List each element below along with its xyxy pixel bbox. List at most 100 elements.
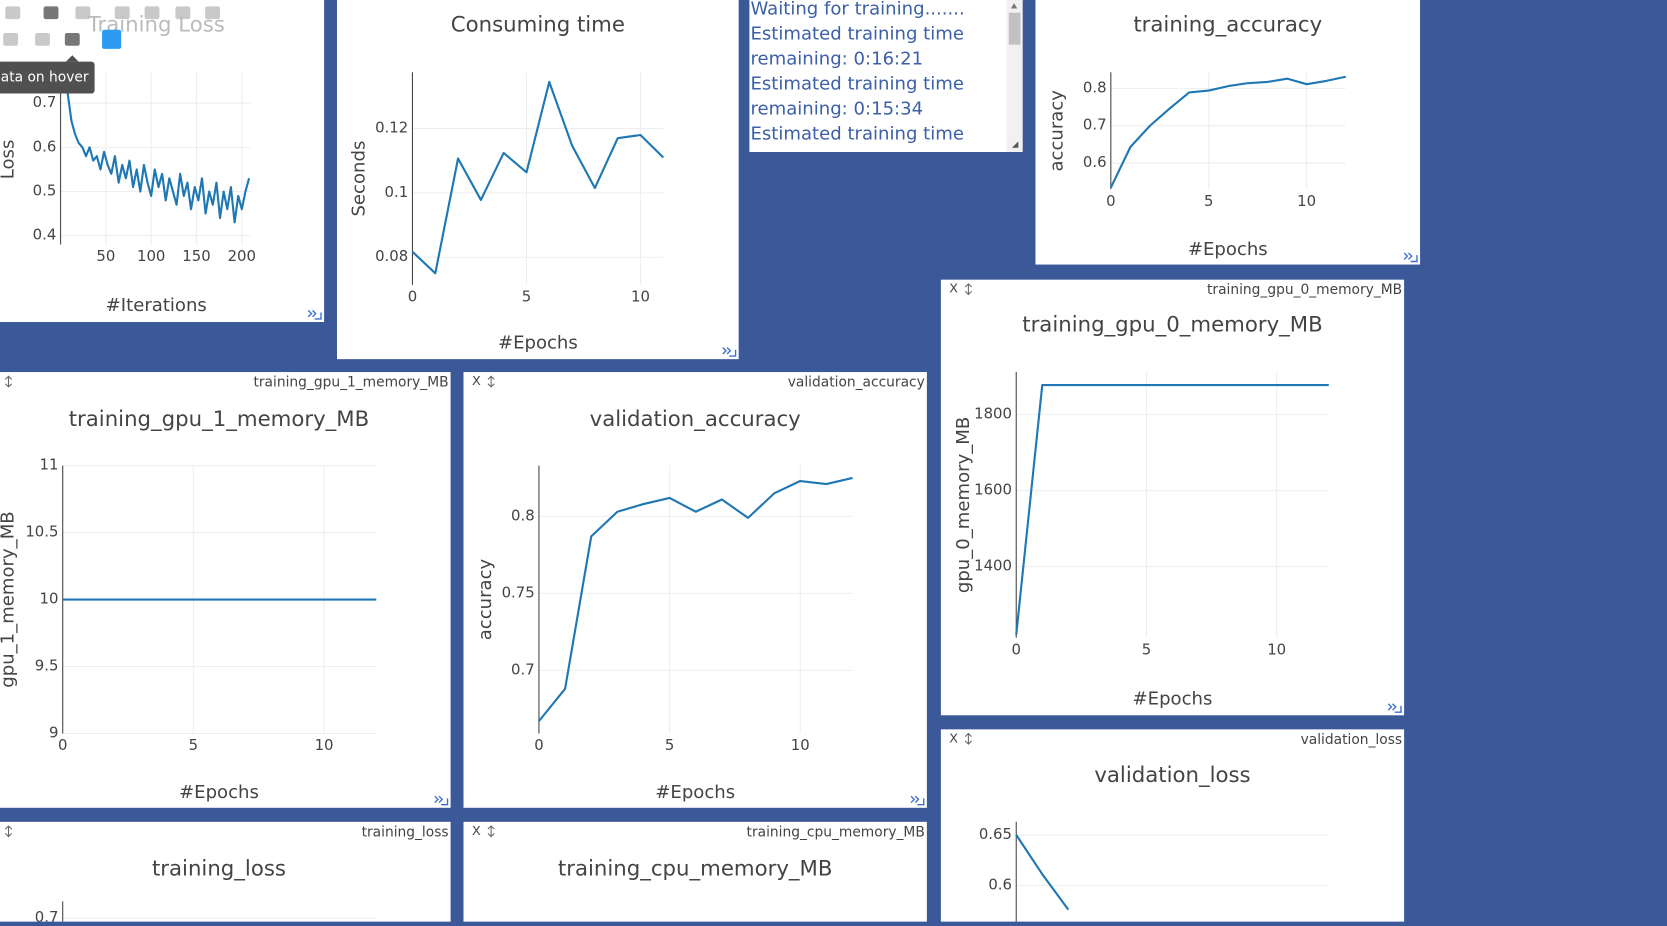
toolbar-button[interactable] [5,6,21,20]
panel-background [0,821,451,926]
y-tick-label: 0.7 [35,908,59,921]
close-button[interactable]: X [949,731,958,746]
y-axis-title: gpu_0_memory_MB [953,417,974,593]
toolbar-button[interactable] [175,6,191,20]
resize-handle[interactable] [307,309,322,320]
x-tick-label: 0 [534,736,543,754]
panel-background [463,372,927,808]
chart-panel: training_accuracy 0 5 10 0.6 0.7 0.8 #Epochs acc… [1035,0,1421,265]
log-line: Estimated training time [750,74,964,95]
chart-title: training_accuracy [1133,13,1322,38]
chart-panel: training_gpu_1_memory_MB training_gpu_1_m… [0,372,451,808]
x-tick-label: 50 [96,247,115,265]
y-tick-label: 11 [40,456,59,474]
close-button[interactable]: X [472,824,481,839]
y-tick-label: 0.65 [979,825,1012,843]
x-axis-title: #Epochs [655,782,735,803]
log-line: remaining: 0:15:34 [750,98,923,119]
drag-icon[interactable] [487,825,495,838]
panel-label: training_gpu_0_memory_MB [1207,282,1402,298]
y-tick-label: 0.75 [502,583,535,601]
drag-icon[interactable] [4,825,13,838]
log-panel: Waiting for training....... Estimated tra… [749,0,1023,153]
y-axis-title: Seconds [348,141,369,217]
log-line: Estimated training time [750,123,964,144]
panel-label: training_gpu_1_memory_MB [253,375,448,391]
y-axis-title: Loss [0,140,19,180]
log-line: Estimated training time [750,24,964,45]
data-line [1109,75,1346,189]
close-button[interactable]: X [472,374,481,389]
panel-background [940,279,1405,716]
log-line: remaining: 0:16:21 [750,49,923,70]
drag-icon[interactable] [487,375,495,388]
x-tick-label: 150 [182,247,210,265]
toolbar-button[interactable] [3,32,19,46]
y-tick-label: 1800 [974,405,1012,423]
x-tick-label: 5 [665,736,674,754]
y-tick-label: 0.5 [33,182,57,200]
toolbar-button[interactable] [114,6,130,20]
toolbar-button[interactable] [205,6,221,20]
x-tick-label: 0 [1011,641,1020,659]
tooltip-text: ata on hover [1,70,89,86]
toolbar-button[interactable] [35,32,50,46]
x-tick-label: 100 [137,247,165,265]
tooltip-arrow [65,55,79,62]
drag-icon[interactable] [964,283,972,296]
y-tick-label: 1400 [974,557,1012,575]
data-line [1015,834,1070,911]
toolbar-button[interactable] [75,6,91,20]
y-tick-label: 10.5 [25,523,58,541]
chart-title: Consuming time [451,13,625,38]
close-button[interactable]: X [949,282,958,297]
panel-background [336,0,739,360]
data-line [538,476,853,722]
y-tick-label: 0.8 [511,506,535,524]
tooltip-box [0,61,95,94]
log-background [749,0,1023,153]
toolbar-button[interactable] [64,32,80,46]
resize-handle[interactable] [722,347,737,357]
x-tick-label: 5 [1204,192,1213,210]
y-tick-label: 0.08 [375,247,408,265]
drag-icon[interactable] [964,732,972,745]
y-tick-label: 0.4 [33,226,57,244]
resize-handle[interactable] [910,795,925,806]
data-line [411,80,665,275]
y-axis-title: gpu_1_memory_MB [0,511,19,687]
y-tick-label: 0.7 [33,93,57,111]
chart-title: training_gpu_0_memory_MB [1022,312,1322,337]
scrollbar-thumb[interactable] [1008,12,1021,45]
chart-panel: Consuming time 0 5 10 0.08 0.1 0.12 #Epochs Seco… [336,0,739,360]
drag-icon[interactable] [4,375,13,388]
resize-handle[interactable] [1403,252,1418,263]
toolbar-button-active[interactable] [102,29,122,49]
y-tick-label: 0.1 [385,183,409,201]
resize-handle[interactable] [1387,703,1402,713]
panel-background [463,821,927,926]
x-axis-title: #Epochs [1133,688,1213,709]
toolbar-button[interactable] [144,6,160,20]
y-tick-label: 9 [49,723,58,741]
toolbar-button[interactable] [43,6,59,20]
scroll-up[interactable] [1010,3,1018,9]
y-tick-label: 0.6 [33,137,57,155]
x-axis-title: #Epochs [1188,239,1268,260]
chart-title: validation_loss [1094,763,1250,788]
y-tick-label: 0.8 [1083,78,1107,96]
panel-label: training_cpu_memory_MB [747,824,925,840]
x-tick-label: 5 [1142,641,1151,659]
chart-panel: training_loss training_loss 0.7 [0,821,451,926]
y-tick-label: 9.5 [35,657,59,675]
x-axis-title: #Epochs [179,782,259,803]
log-text: Waiting for training....... Estimated tra… [750,0,964,144]
x-tick-label: 0 [1106,192,1115,210]
resize-handle[interactable] [434,795,449,806]
